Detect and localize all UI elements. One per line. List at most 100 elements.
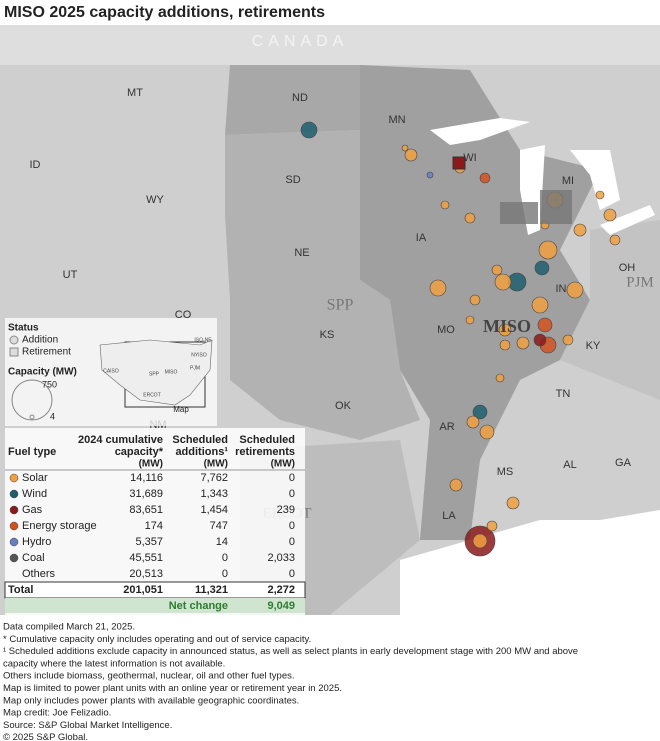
- state-label: OK: [335, 400, 352, 412]
- plant: [533, 333, 547, 347]
- plant: [516, 336, 530, 350]
- cell: 14: [216, 536, 228, 548]
- cell: 45,551: [129, 552, 163, 564]
- header: 2024 cumulative: [78, 434, 163, 446]
- plant: [401, 144, 409, 152]
- note: Others include biomass, geothermal, nucl…: [3, 671, 295, 682]
- spp-region: [225, 130, 420, 440]
- fuel-name: Others: [22, 568, 56, 580]
- lake-superior: [430, 118, 530, 145]
- plant: [531, 296, 549, 314]
- total-cell: 201,051: [123, 584, 163, 596]
- state-label: MO: [437, 324, 455, 336]
- state-label: AL: [563, 459, 576, 471]
- state-label: MI: [562, 175, 574, 187]
- plant: [426, 171, 434, 179]
- legend-label: Addition: [22, 335, 58, 346]
- notes: Data compiled March 21, 2025.* Cumulativ…: [3, 622, 578, 741]
- total-cell: 11,321: [195, 584, 228, 596]
- cell: 174: [145, 520, 163, 532]
- note: ¹ Scheduled additions exclude capacity i…: [3, 646, 578, 657]
- inset-label: CAISO: [103, 368, 119, 374]
- cell: 0: [289, 568, 295, 580]
- note: Map only includes power plants with avai…: [3, 695, 299, 706]
- fuel-name: Wind: [22, 488, 47, 500]
- canada: [0, 25, 660, 65]
- state-label: KS: [320, 329, 335, 341]
- cell: 0: [289, 536, 295, 548]
- inset-label: ISO-NE: [194, 337, 212, 343]
- plant: [566, 281, 584, 299]
- inset-label: MISO: [165, 369, 178, 375]
- header: capacity*: [115, 446, 164, 458]
- plant: [499, 339, 511, 351]
- state-label: LA: [442, 510, 456, 522]
- header: Scheduled: [239, 434, 295, 446]
- state-label: IN: [556, 283, 567, 295]
- state-label: ND: [292, 92, 308, 104]
- header-unit: (MW): [204, 459, 228, 470]
- legend-title: Capacity (MW): [8, 367, 77, 378]
- cell: 239: [277, 504, 295, 516]
- plant: [506, 496, 520, 510]
- legend: Status Addition Retirement Capacity (MW)…: [5, 318, 217, 426]
- title: MISO 2025 capacity additions, retirement…: [4, 4, 325, 21]
- net-name: Net change: [169, 600, 228, 612]
- inset-label: SPP: [149, 371, 160, 377]
- state-label: MT: [127, 87, 143, 99]
- region-label: MISO: [483, 316, 531, 336]
- plant: [573, 223, 587, 237]
- plant: [562, 334, 574, 346]
- state-label: TN: [556, 388, 571, 400]
- cell: 2,033: [267, 552, 295, 564]
- state-label: WY: [146, 194, 164, 206]
- cell: 0: [222, 568, 228, 580]
- size-swatch: [29, 414, 35, 420]
- plant: [449, 478, 463, 492]
- plant: [466, 415, 480, 429]
- plant: [495, 373, 505, 383]
- note: Map credit: Joe Felizadio.: [3, 708, 111, 719]
- fuel-swatch: [9, 473, 19, 483]
- fuel-name: Energy storage: [22, 520, 97, 532]
- state-label: CO: [175, 309, 192, 321]
- header: Scheduled: [172, 434, 228, 446]
- gulf: [400, 510, 660, 615]
- cell: 0: [289, 520, 295, 532]
- region: [225, 65, 360, 135]
- cell: 7,762: [200, 472, 228, 484]
- cell: 0: [289, 472, 295, 484]
- plant: [465, 315, 475, 325]
- retirement: [452, 156, 466, 170]
- plant: [469, 294, 481, 306]
- plant: [479, 172, 491, 184]
- total-cell: 2,272: [267, 584, 295, 596]
- size-label: 4: [50, 411, 55, 421]
- plant: [464, 212, 476, 224]
- plant: [429, 279, 447, 297]
- plant: [603, 208, 617, 222]
- fuel-name: Coal: [22, 552, 45, 564]
- note: * Cumulative capacity only includes oper…: [3, 634, 311, 645]
- inset-label: NYISO: [191, 352, 207, 358]
- fuel-swatch: [9, 521, 19, 531]
- lake-huron: [570, 150, 620, 210]
- legend-title: Status: [8, 323, 39, 334]
- state-label: OH: [619, 262, 636, 274]
- state-label: UT: [63, 269, 78, 281]
- fuel-swatch: [9, 489, 19, 499]
- plant: [486, 520, 498, 532]
- inset-caption: Map: [173, 405, 189, 414]
- state-label: AR: [439, 421, 454, 433]
- header-unit: (MW): [271, 459, 295, 470]
- state-label: MS: [497, 466, 514, 478]
- net-box: [5, 598, 305, 613]
- addition-swatch: [9, 335, 19, 345]
- state-label: WI: [463, 152, 476, 164]
- plant: [472, 533, 488, 549]
- note: Data compiled March 21, 2025.: [3, 622, 135, 633]
- inset-label: PJM: [190, 365, 200, 371]
- cell: 0: [289, 488, 295, 500]
